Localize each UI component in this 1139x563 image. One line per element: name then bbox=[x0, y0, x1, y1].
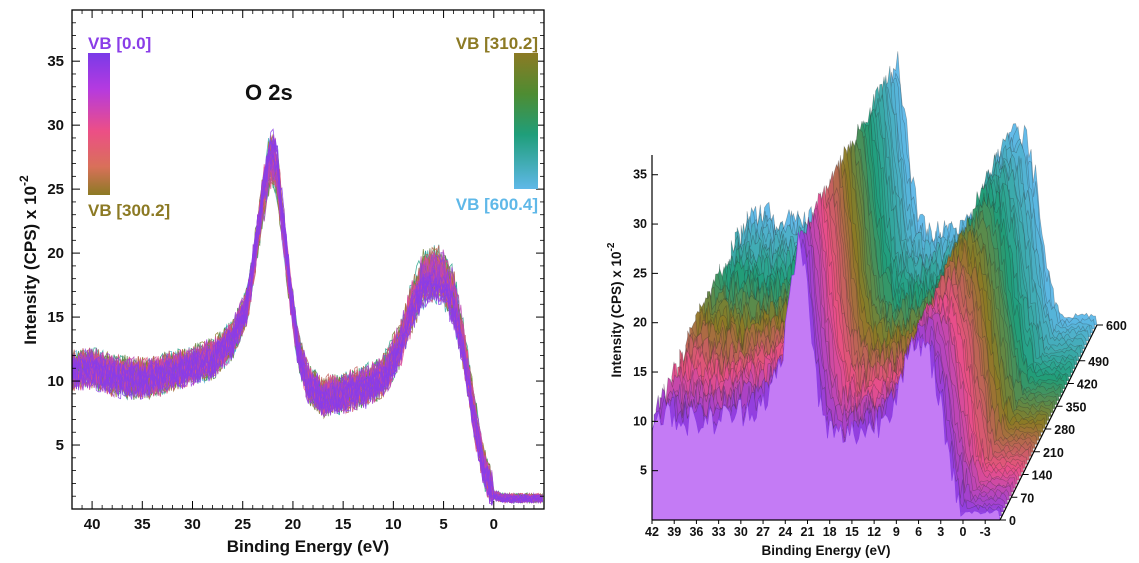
x-tick-label: 0 bbox=[490, 516, 498, 533]
right-y-tick-label: 5 bbox=[640, 464, 647, 478]
x-tick-label: 10 bbox=[385, 516, 402, 533]
o2s-annotation: O 2s bbox=[245, 80, 293, 105]
right-z-tick-label: 420 bbox=[1077, 378, 1098, 392]
scan-trace bbox=[71, 136, 543, 503]
y-tick-label: 25 bbox=[47, 181, 64, 198]
colorbar-left-bottom-label: VB [300.2] bbox=[88, 201, 170, 220]
x-tick-label: 5 bbox=[439, 516, 447, 533]
y-tick-label: 30 bbox=[47, 117, 64, 134]
colorbar-right-top-label: VB [310.2] bbox=[456, 34, 538, 53]
right-axes bbox=[651, 155, 1098, 521]
right-colorbar bbox=[514, 53, 538, 189]
scan-trace bbox=[71, 137, 543, 504]
right-x-tick-label: 6 bbox=[915, 525, 922, 539]
left-x-axis-label: Binding Energy (eV) bbox=[227, 537, 389, 556]
right-x-tick-label: 42 bbox=[645, 525, 659, 539]
waterfall-trace bbox=[651, 232, 1001, 521]
scan-trace bbox=[71, 143, 543, 503]
x-tick-label: 25 bbox=[234, 516, 251, 533]
right-y-axis: 5 10 15 20 25 30 35 bbox=[633, 168, 658, 478]
right-y-tick-label: 35 bbox=[633, 168, 647, 182]
right-z-tick-label: 490 bbox=[1088, 355, 1109, 369]
right-x-tick-label: 21 bbox=[801, 525, 815, 539]
left-y-axis: 5 10 15 20 25 30 35 bbox=[47, 22, 544, 497]
right-x-tick-label: 9 bbox=[893, 525, 900, 539]
right-x-tick-label: 36 bbox=[689, 525, 703, 539]
left-plot-frame bbox=[71, 9, 545, 510]
right-y-tick-label: 10 bbox=[633, 414, 647, 428]
x-tick-label: 35 bbox=[134, 516, 151, 533]
right-z-axis: 0 70 140 210 280 350 420 490 600 bbox=[1000, 319, 1127, 528]
left-trace-group bbox=[71, 128, 543, 506]
right-x-tick-label: -3 bbox=[980, 525, 991, 539]
right-z-tick-label: 210 bbox=[1043, 446, 1064, 460]
right-x-tick-label: 12 bbox=[867, 525, 881, 539]
scan-trace bbox=[71, 138, 543, 503]
scan-trace bbox=[71, 136, 543, 503]
right-z-tick-label: 140 bbox=[1032, 469, 1053, 483]
right-y-axis-label: Intensity (CPS) x 10-2 bbox=[606, 242, 624, 377]
right-x-tick-label: 24 bbox=[778, 525, 792, 539]
right-y-tick-label: 30 bbox=[633, 217, 647, 231]
right-x-axis-label: Binding Energy (eV) bbox=[761, 543, 890, 558]
right-z-axis-line bbox=[999, 324, 1098, 521]
left-x-axis: 40 35 30 25 20 15 10 5 0 bbox=[81, 10, 535, 533]
scan-trace bbox=[71, 136, 543, 504]
scan-trace bbox=[71, 137, 543, 505]
scan-trace bbox=[71, 134, 543, 504]
right-z-tick-label: 70 bbox=[1020, 491, 1034, 505]
right-x-tick-label: 15 bbox=[845, 525, 859, 539]
colorbar-left-top-label: VB [0.0] bbox=[88, 34, 151, 53]
right-y-tick-label: 20 bbox=[633, 316, 647, 330]
left-colorbar bbox=[88, 53, 110, 195]
right-y-tick-label: 15 bbox=[633, 365, 647, 379]
y-tick-label: 10 bbox=[47, 373, 64, 390]
scan-trace bbox=[71, 139, 543, 504]
scan-trace bbox=[71, 181, 543, 503]
x-tick-label: 40 bbox=[84, 516, 101, 533]
scan-trace bbox=[71, 149, 543, 504]
right-x-axis: 42 39 36 33 30 27 24 21 18 15 12 9 6 3 0 -3 bbox=[645, 520, 991, 539]
y-tick-label: 35 bbox=[47, 53, 64, 70]
right-z-tick-label: 280 bbox=[1054, 423, 1075, 437]
right-y-tick-label: 25 bbox=[633, 266, 647, 280]
right-z-tick-label: 600 bbox=[1106, 319, 1127, 333]
y-tick-label: 15 bbox=[47, 309, 64, 326]
x-tick-label: 20 bbox=[285, 516, 302, 533]
right-z-tick-label: 0 bbox=[1009, 514, 1016, 528]
right-x-tick-label: 18 bbox=[823, 525, 837, 539]
y-tick-label: 20 bbox=[47, 245, 64, 262]
right-z-tick-label: 350 bbox=[1066, 400, 1087, 414]
right-trace-group bbox=[651, 51, 1098, 521]
right-x-tick-label: 27 bbox=[756, 525, 770, 539]
x-tick-label: 30 bbox=[184, 516, 201, 533]
left-chart: 5 10 15 20 25 30 35 40 35 30 25 20 15 10 5 0 Binding E… bbox=[17, 9, 545, 556]
right-x-tick-label: 39 bbox=[667, 525, 681, 539]
left-y-axis-label: Intensity (CPS) x 10-2 bbox=[17, 175, 40, 345]
right-x-tick-label: 3 bbox=[937, 525, 944, 539]
right-x-tick-label: 30 bbox=[734, 525, 748, 539]
x-tick-label: 15 bbox=[335, 516, 352, 533]
scan-trace bbox=[71, 135, 543, 504]
right-x-tick-label: 33 bbox=[712, 525, 726, 539]
scan-trace bbox=[71, 128, 543, 505]
colorbar-right-bottom-label: VB [600.4] bbox=[456, 195, 538, 214]
y-tick-label: 5 bbox=[56, 437, 64, 454]
scan-trace bbox=[71, 136, 543, 506]
right-x-tick-label: 0 bbox=[960, 525, 967, 539]
